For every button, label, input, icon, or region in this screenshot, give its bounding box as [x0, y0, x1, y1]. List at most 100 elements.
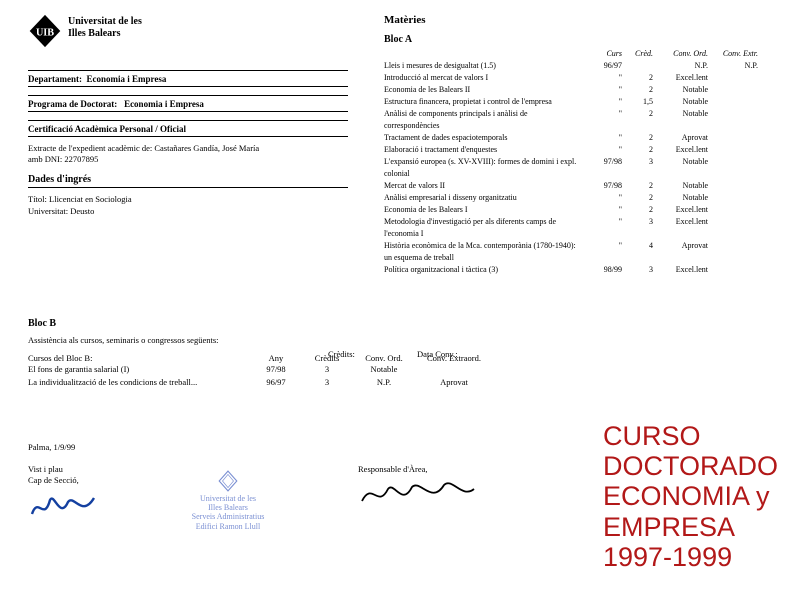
bloc-a-cell-ord: Notable — [655, 96, 708, 108]
stamp-line1: Universitat de les — [148, 494, 308, 503]
bloc-b-cell-ord: N.P. — [354, 376, 414, 389]
ingress-body: Títol: Llicenciat en Sociologia Universi… — [28, 194, 348, 218]
bloc-a-row: Economia de les Balears II"2Notable — [384, 84, 780, 96]
bloc-a-cell-name: Tractament de dades espaciotemporals — [384, 132, 584, 144]
red-l1: CURSO — [603, 421, 778, 451]
uib-logo-icon: UIB — [28, 14, 62, 48]
bloc-b-cell-any: 96/97 — [252, 376, 300, 389]
department-row: Departament: Economia i Empresa — [28, 70, 348, 87]
bloc-b-cell-ext: Aprovat — [418, 376, 490, 389]
bloc-b-section: Bloc B Assistència als cursos, seminaris… — [28, 318, 568, 389]
prog-value: Economia i Empresa — [124, 99, 204, 109]
bloc-a-cell-ord: Notable — [655, 108, 708, 120]
bloc-b-subtitle: Assistència als cursos, seminaris o cong… — [28, 335, 568, 345]
bloc-b-credits-data: Crèdits: Data Conv.: — [328, 349, 458, 359]
cert-label: Certificació Acadèmica Personal / Oficia… — [28, 124, 348, 137]
bloc-a-cell-ord: Excel.lent — [655, 264, 708, 276]
stamp-line2: Illes Balears — [148, 503, 308, 512]
col-name — [384, 49, 584, 58]
stamp-line4: Edifici Ramon Llull — [148, 522, 308, 531]
bloc-a-cell-cred: 3 — [624, 264, 653, 276]
bloc-a-cell-curs: 98/99 — [586, 264, 622, 276]
stamp-line3: Serveis Administratius — [148, 512, 308, 521]
bloc-a-cell-name: Mercat de valors II — [384, 180, 584, 192]
bloc-a-cell-name: Anàlisi empresarial i disseny organitzat… — [384, 192, 584, 204]
bloc-a-cell-curs: " — [586, 96, 622, 108]
bloc-a-row: Elaboració i tractament d'enquestes"2Exc… — [384, 144, 780, 156]
bloc-a-cell-cred: 2 — [624, 72, 653, 84]
bloc-a-row: Tractament de dades espaciotemporals"2Ap… — [384, 132, 780, 144]
bloc-a-cell-ord: Excel.lent — [655, 72, 708, 84]
extract-line2: amb DNI: 22707895 — [28, 154, 348, 165]
university-name-line1: Universitat de les — [68, 16, 142, 28]
place-date: Palma, 1/9/99 — [28, 442, 548, 452]
stamp-logo-icon — [217, 470, 239, 492]
bloc-a-cell-ord: Excel.lent — [655, 216, 708, 228]
credits-label: Crèdits: — [328, 349, 355, 359]
university-name-line2: Illes Balears — [68, 28, 142, 40]
svg-text:UIB: UIB — [36, 27, 54, 38]
bloc-a-row: Anàlisi de components principals i anàli… — [384, 108, 780, 132]
bloc-a-row: Metodologia d'investigació per als difer… — [384, 216, 780, 240]
bloc-a-cell-cred: 2 — [624, 84, 653, 96]
bloc-a-cell-ord: Notable — [655, 156, 708, 168]
bloc-b-cell-any: 97/98 — [252, 363, 300, 376]
bloc-a-cell-curs: " — [586, 72, 622, 84]
bloc-a-row: Mercat de valors II97/982Notable — [384, 180, 780, 192]
document-page: UIB Universitat de les Illes Balears Dep… — [0, 0, 800, 600]
col-cred: Crèd. — [624, 49, 653, 58]
bloc-a-cell-cred: 3 — [624, 216, 653, 228]
bloc-a-cell-name: Història econòmica de la Mca. contemporà… — [384, 240, 584, 264]
bloc-a-row: L'expansió europea (s. XV-XVIII): formes… — [384, 156, 780, 180]
bloc-a-row: Introducció al mercat de valors I"2Excel… — [384, 72, 780, 84]
bloc-a-cell-cred: 1,5 — [624, 96, 653, 108]
bloc-a-cell-curs: " — [586, 144, 622, 156]
bloc-a-row: Història econòmica de la Mca. contemporà… — [384, 240, 780, 264]
bloc-a-row: Economia de les Balears I"2Excel.lent — [384, 204, 780, 216]
col-ord: Conv. Ord. — [655, 49, 708, 58]
bloc-a-cell-curs: " — [586, 192, 622, 204]
bloc-b-cell-cred: 3 — [304, 376, 350, 389]
ingress-title: Dades d'ingrés — [28, 174, 348, 188]
bloc-a-cell-ord: Excel.lent — [655, 144, 708, 156]
bloc-a-cell-name: Elaboració i tractament d'enquestes — [384, 144, 584, 156]
bloc-a-cell-curs: 96/97 — [586, 60, 622, 72]
bloc-a-cell-ord: N.P. — [655, 60, 708, 72]
bloc-a-cell-curs: " — [586, 216, 622, 228]
bloc-b-title: Bloc B — [28, 318, 568, 329]
bloc-a-cell-cred: 3 — [624, 156, 653, 168]
bloc-a-cell-ord: Aprovat — [655, 132, 708, 144]
bloc-a-cell-name: Economia de les Balears I — [384, 204, 584, 216]
bloc-a-header: Curs Crèd. Conv. Ord. Conv. Extr. — [384, 49, 780, 60]
bloc-a-cell-cred: 4 — [624, 240, 653, 252]
program-row: Programa de Doctorat: Economia i Empresa — [28, 95, 348, 112]
bloc-a-cell-name: Política organitzacional i tàctica (3) — [384, 264, 584, 276]
extract-line1: Extracte de l'expedient acadèmic de: Cas… — [28, 143, 348, 154]
bloc-b-cell-ext — [418, 363, 490, 376]
materies-title: Matèries — [384, 14, 780, 26]
bloc-a-cell-cred: 2 — [624, 108, 653, 120]
bloc-a-cell-cred: 2 — [624, 204, 653, 216]
bloc-a-cell-name: Metodologia d'investigació per als difer… — [384, 216, 584, 240]
bloc-a-cell-name: Economia de les Balears II — [384, 84, 584, 96]
bloc-a-cell-curs: 97/98 — [586, 156, 622, 168]
university-header: UIB Universitat de les Illes Balears — [28, 14, 348, 48]
bloc-a-row: Lleis i mesures de desigualtat (1.5)96/9… — [384, 60, 780, 72]
bloc-a-cell-name: Estructura financera, propietat i contro… — [384, 96, 584, 108]
course-title-overlay: CURSO DOCTORADO ECONOMIA y EMPRESA 1997-… — [603, 421, 778, 572]
bloc-b-cell-cred: 3 — [304, 363, 350, 376]
cert-row: Certificació Acadèmica Personal / Oficia… — [28, 120, 348, 137]
bloc-a-cell-curs: " — [586, 84, 622, 96]
bloc-a-cell-curs: " — [586, 108, 622, 120]
dept-label: Departament: — [28, 74, 82, 84]
bloc-a-row: Anàlisi empresarial i disseny organitzat… — [384, 192, 780, 204]
bloc-b-row: El fons de garantia salarial (I)97/983No… — [28, 363, 568, 376]
bloc-a-cell-name: Lleis i mesures de desigualtat (1.5) — [384, 60, 584, 72]
bloc-a-cell-ord: Aprovat — [655, 240, 708, 252]
footer: Palma, 1/9/99 Vist i plau Cap de Secció,… — [28, 442, 548, 526]
red-l3: ECONOMIA y — [603, 481, 778, 511]
bloc-a-cell-cred: 2 — [624, 144, 653, 156]
bloc-a-row: Política organitzacional i tàctica (3)98… — [384, 264, 780, 276]
bloc-a-cell-curs: " — [586, 240, 622, 252]
bloc-b-cell-name: La individualització de les condicions d… — [28, 376, 248, 389]
